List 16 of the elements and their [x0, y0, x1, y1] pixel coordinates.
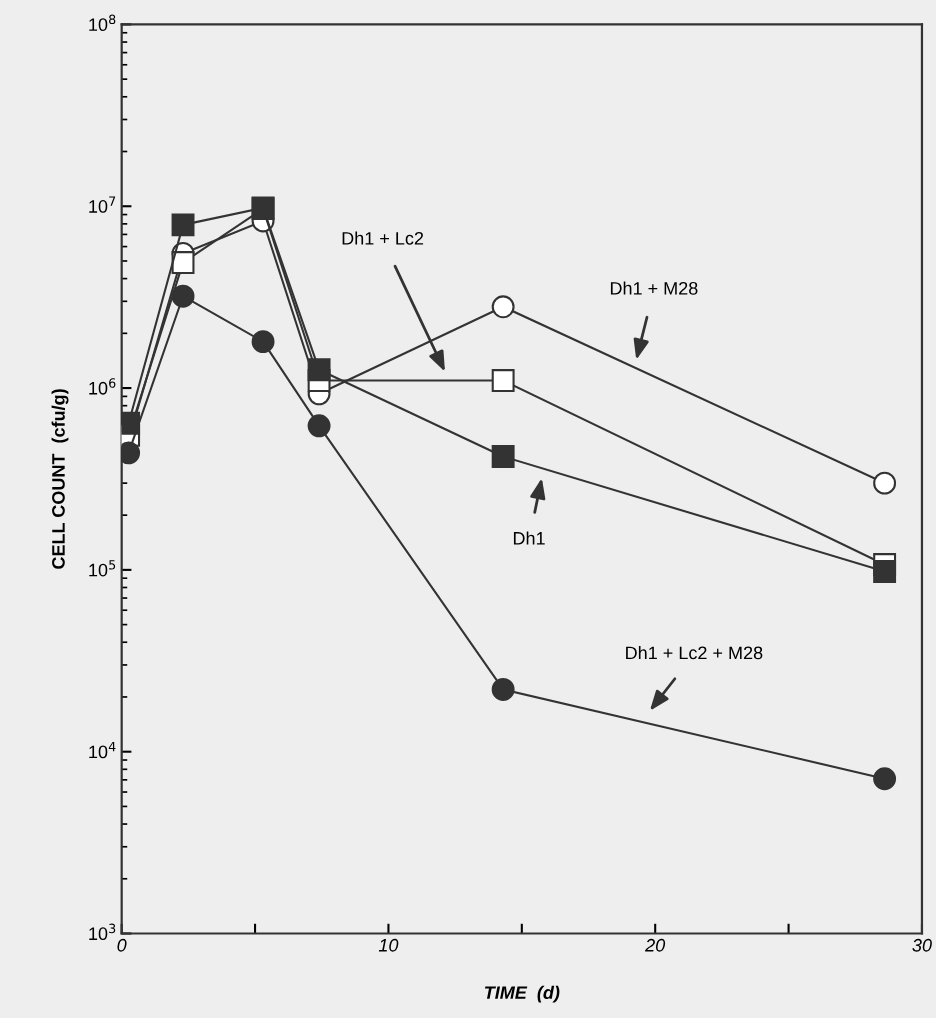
y-tick-label: 10$^{5}$ [89, 560, 116, 577]
annotation: Dh1 [513, 531, 545, 545]
x-tick-label: 20 [645, 938, 666, 952]
y-tick-label: 10$^{8}$ [89, 14, 116, 32]
annotation: Dh1 + M28 [610, 281, 698, 295]
y-axis-title: CELL COUNT (cfu/g) [51, 389, 69, 569]
y-tick-label: 10$^{4}$ [89, 741, 116, 759]
annotation: Dh1 + Lc2 [342, 231, 424, 245]
x-tick-label: 10 [378, 938, 399, 952]
x-tick-label: 0 [117, 938, 127, 952]
y-tick-label: 10$^{6}$ [89, 378, 116, 395]
x-tick-label: 30 [912, 938, 932, 952]
annotation: Dh1 + Lc2 + M28 [626, 646, 763, 660]
y-tick-label: 10$^{3}$ [89, 923, 116, 941]
y-tick-label: 10$^{7}$ [89, 196, 116, 213]
x-axis-title: TIME (d) [484, 985, 560, 1003]
